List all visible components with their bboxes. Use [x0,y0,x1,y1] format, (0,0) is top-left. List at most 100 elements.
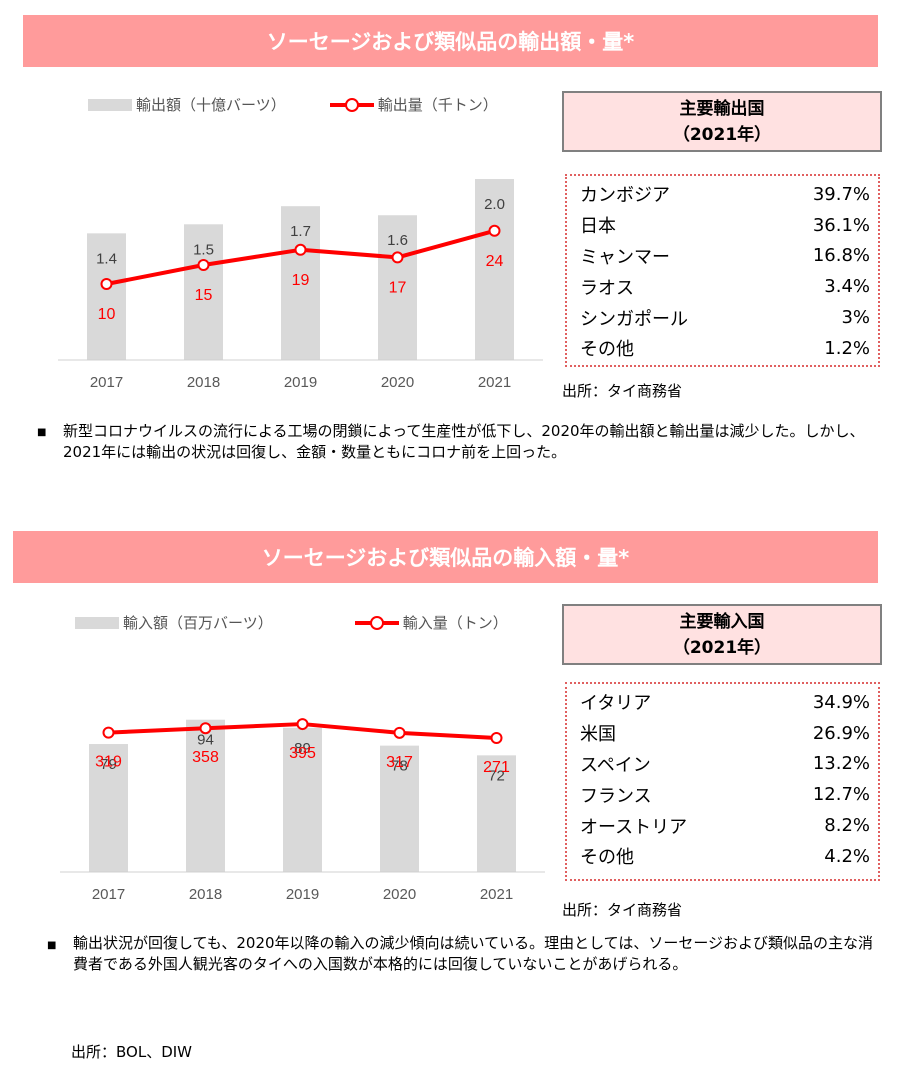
bar-value-label: 78 [391,758,408,775]
bar-value-label: 72 [488,767,505,784]
bar-value-label: 89 [294,740,311,757]
import-source: 出所：タイ商務省 [562,901,683,919]
line-point-2019 [296,718,309,731]
country-name: ミャンマー [580,246,670,268]
bar-value-label: 79 [100,756,117,773]
country-row: オーストリア 8.2% [580,810,870,841]
line-point-2017 [102,726,115,739]
export-chart: 1.4 1.5 1.7 1.6 2.0 2017 2018 2019 2020 2021 10 15 1… [58,179,543,391]
x-tick-label: 2017 [90,374,123,391]
import-top-countries-title-line1: 主要輸入国 [679,611,765,632]
export-top-countries-list: カンボジア 39.7% 日本 36.1% ミャンマー 16.8% ラオス 3.4% シンガポール… [565,174,880,367]
line-value-label: 271 [483,759,510,776]
line-value-label: 317 [386,754,413,771]
country-share: 39.7% [812,183,870,205]
line-point-2018 [197,259,210,271]
country-row: 日本 36.1% [580,210,870,241]
x-tick-label: 2021 [480,886,513,903]
country-name: 米国 [580,724,616,746]
x-tick-label: 2019 [286,886,319,903]
country-name: 日本 [580,216,616,238]
export-top-countries-title-line1: 主要輸出国 [679,98,765,119]
line-value-label: 10 [98,306,116,323]
country-name: カンボジア [580,185,670,207]
export-top-countries-title: 主要輸出国 （2021年） [562,91,882,152]
export-legend: 輸出額（十億バーツ） 輸出量（千トン） [88,94,498,115]
line-point-2018 [199,722,212,735]
country-share: 12.7% [812,784,870,806]
country-row: イタリア 34.9% [580,687,870,718]
country-share: 8.2% [824,815,870,837]
import-section-title: ソーセージおよび類似品の輸入額・量* [13,531,878,583]
bar-value-label: 2.0 [484,196,505,213]
import-legend: 輸入額（百万バーツ） 輸入量（トン） [75,612,508,633]
import-top-countries-title: 主要輸入国 （2021年） [562,604,882,665]
country-row: ラオス 3.4% [580,271,870,302]
bar-value-label: 1.6 [387,232,408,249]
line-value-label: 24 [486,253,504,270]
bar-value-label: 1.7 [290,223,311,240]
country-share: 26.9% [812,722,870,744]
import-chart: 79 94 89 78 72 2017 2018 2019 2020 2021 319 358 395 3… [60,718,545,903]
bar-value-label: 1.4 [96,250,117,267]
country-share: 36.1% [812,214,870,236]
bar-value-label: 1.5 [193,241,214,258]
line-value-label: 319 [95,754,122,771]
x-tick-label: 2018 [187,374,220,391]
export-top-countries-title-line2: （2021年） [672,124,772,145]
bar-2021 [477,755,516,872]
country-name: シンガポール [580,308,688,330]
x-tick-label: 2021 [478,374,511,391]
footer-source: 出所：BOL、DIW [71,1043,192,1061]
legend-bar-swatch [75,616,119,629]
country-row: ミャンマー 16.8% [580,241,870,272]
bullet-icon: ■ [37,427,47,438]
legend-bar-label: 輸出額（十億バーツ） [136,96,286,114]
legend-bar-swatch [88,98,132,111]
import-top-countries-title-line2: （2021年） [672,637,772,658]
country-row: その他 4.2% [580,841,870,872]
bar-2021 [475,179,514,360]
export-source: 出所：タイ商務省 [562,382,683,400]
legend-line-swatch [329,97,374,112]
import-note: 輸出状況が回復しても、2020年以降の輸入の減少傾向は続いている。理由としては、… [73,934,874,973]
line-value-label: 19 [292,272,310,289]
bar-2020 [380,745,419,872]
country-share: 13.2% [812,753,870,775]
country-share: 4.2% [824,845,870,867]
line-value-label: 17 [389,279,407,296]
legend-bar-label: 輸入額（百万バーツ） [123,614,273,632]
country-share: 3.4% [824,276,870,298]
country-share: 34.9% [812,691,870,713]
country-name: その他 [580,847,634,869]
line-value-label: 395 [289,745,316,762]
bar-2019 [281,206,320,360]
country-name: イタリア [580,693,652,715]
bar-2020 [378,215,417,360]
country-name: ラオス [580,277,634,299]
x-tick-label: 2019 [284,374,317,391]
line-point-2021 [488,224,501,237]
country-name: フランス [580,785,652,807]
line-point-2017 [100,278,113,290]
x-tick-label: 2018 [189,886,222,903]
country-row: その他 1.2% [580,333,870,364]
x-tick-label: 2020 [381,374,414,391]
bar-value-label: 94 [197,732,214,749]
bar-2019 [283,727,322,872]
country-row: 米国 26.9% [580,718,870,749]
bar-2017 [89,744,128,872]
country-row: カンボジア 39.7% [580,179,870,210]
line-value-label: 358 [192,749,219,766]
line-value-label: 15 [195,287,213,304]
line-point-2020 [393,726,406,739]
import-top-countries-list: イタリア 34.9% 米国 26.9% スペイン 13.2% フランス 12.7% オーストリア… [565,682,880,881]
legend-line-swatch [354,615,399,630]
country-share: 1.2% [824,337,870,359]
x-tick-label: 2020 [383,886,416,903]
country-share: 3% [841,307,870,329]
country-row: スペイン 13.2% [580,749,870,780]
country-share: 16.8% [812,245,870,267]
country-name: その他 [580,339,634,361]
country-name: オーストリア [580,816,688,838]
